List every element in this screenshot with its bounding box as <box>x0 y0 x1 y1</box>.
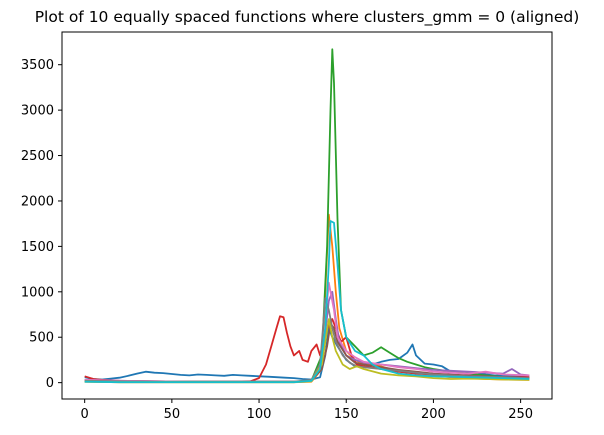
x-tick-label: 200 <box>421 407 446 422</box>
x-tick-label: 250 <box>508 407 533 422</box>
chart-title: Plot of 10 equally spaced functions wher… <box>35 8 580 27</box>
y-tick-label: 1000 <box>21 285 54 300</box>
x-axis: 0 50 100 150 200 250 <box>81 399 533 422</box>
plot-frame <box>61 31 553 400</box>
series-group <box>84 48 530 384</box>
series-line-2 <box>84 48 530 383</box>
x-tick-label: 150 <box>334 407 359 422</box>
y-axis: 0 500 1000 1500 2000 2500 3000 3500 <box>21 58 62 391</box>
y-tick-label: 0 <box>46 376 54 391</box>
y-tick-label: 2500 <box>21 149 54 164</box>
series-line-6 <box>84 281 530 383</box>
y-tick-label: 1500 <box>21 240 54 255</box>
series-line-4 <box>84 290 530 383</box>
series-line-1 <box>84 213 530 384</box>
x-tick-label: 50 <box>164 407 181 422</box>
y-tick-label: 3000 <box>21 104 54 119</box>
y-tick-label: 3500 <box>21 58 54 73</box>
y-tick-label: 2000 <box>21 194 54 209</box>
series-line-9 <box>84 220 530 384</box>
x-tick-label: 0 <box>81 407 89 422</box>
y-tick-label: 500 <box>29 331 54 346</box>
x-tick-label: 100 <box>247 407 272 422</box>
series-line-7 <box>84 297 530 383</box>
